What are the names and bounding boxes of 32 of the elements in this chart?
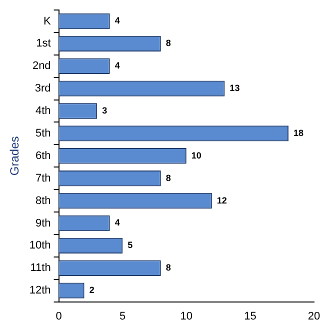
- y-tick-label: 4th: [36, 105, 51, 118]
- data-label: 2: [89, 285, 94, 296]
- y-tick-label: 3rd: [34, 82, 51, 95]
- x-tick-label: 15: [244, 310, 256, 322]
- data-label: 12: [216, 195, 227, 206]
- data-label: 8: [166, 262, 171, 273]
- data-label: 18: [293, 128, 304, 138]
- x-tick-label: 0: [56, 310, 62, 322]
- y-tick-label: 10th: [29, 240, 51, 252]
- y-axis-title: Grades: [8, 136, 22, 176]
- data-label: 13: [230, 83, 240, 94]
- data-label: 4: [114, 60, 120, 71]
- data-label: 8: [166, 172, 171, 183]
- y-tick-label: 11th: [30, 262, 51, 274]
- y-tick-label: K: [43, 15, 52, 28]
- y-tick-label: 8th: [36, 194, 51, 207]
- data-label: 10: [191, 150, 202, 160]
- y-tick-label: 6th: [36, 150, 51, 162]
- y-tick-label: 7th: [36, 172, 51, 184]
- y-tick-label: 2nd: [32, 60, 51, 72]
- y-tick-label: 1st: [36, 38, 51, 50]
- x-tick-label: 20: [308, 310, 320, 322]
- data-label: 5: [128, 240, 133, 250]
- y-tick-label: 9th: [36, 217, 51, 230]
- data-label: 8: [166, 38, 171, 48]
- y-tick-label: 5th: [36, 127, 51, 140]
- data-label: 4: [114, 16, 120, 26]
- x-tick-label: 10: [180, 310, 193, 322]
- y-tick-label: 12th: [29, 284, 51, 297]
- data-label: 4: [114, 218, 120, 228]
- x-tick-label: 5: [120, 310, 126, 322]
- data-label: 3: [102, 105, 108, 116]
